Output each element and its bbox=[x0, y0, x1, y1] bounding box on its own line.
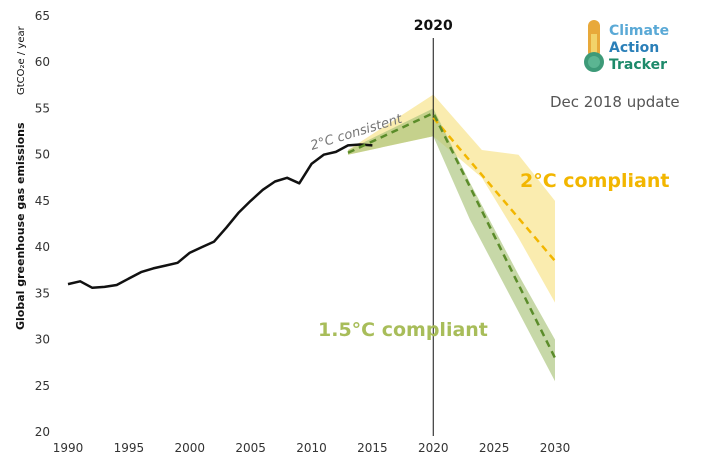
y-tick-labels: 20 25 30 35 40 45 50 55 60 65 bbox=[35, 9, 50, 439]
x-tick-label: 2020 bbox=[418, 441, 449, 455]
y-axis-label: Global greenhouse gas emissions bbox=[14, 122, 27, 330]
x-tick-label: 2005 bbox=[235, 441, 266, 455]
x-tick-label: 2015 bbox=[357, 441, 388, 455]
x-tick-label: 1995 bbox=[114, 441, 145, 455]
svg-text:Tracker: Tracker bbox=[609, 57, 667, 73]
two-c-range-band bbox=[348, 94, 555, 303]
x-tick-label: 1990 bbox=[53, 441, 84, 455]
one-five-c-compliant-label: 1.5°C compliant bbox=[318, 319, 488, 341]
year-marker-label: 2020 bbox=[414, 18, 453, 34]
y-tick-label: 25 bbox=[35, 379, 50, 393]
update-label: Dec 2018 update bbox=[550, 93, 680, 111]
x-tick-label: 2010 bbox=[296, 441, 327, 455]
y-tick-label: 45 bbox=[35, 194, 50, 208]
x-tick-labels: 1990 1995 2000 2005 2010 2015 2020 2025 2030 bbox=[53, 441, 571, 455]
svg-text:Climate: Climate bbox=[609, 23, 669, 39]
x-tick-label: 2025 bbox=[479, 441, 510, 455]
y-tick-label: 65 bbox=[35, 9, 50, 23]
x-tick-label: 2000 bbox=[174, 441, 205, 455]
y-tick-label: 40 bbox=[35, 240, 50, 254]
x-tick-label: 2030 bbox=[540, 441, 571, 455]
historical-emissions-line bbox=[67, 143, 373, 290]
y-tick-label: 35 bbox=[35, 286, 50, 300]
climate-action-tracker-logo: Climate Action Tracker bbox=[584, 20, 669, 73]
y-tick-label: 50 bbox=[35, 148, 50, 162]
y-tick-label: 30 bbox=[35, 333, 50, 347]
two-c-compliant-label: 2°C compliant bbox=[520, 170, 669, 192]
y-axis-unit: GtCO₂e / year bbox=[16, 25, 27, 95]
y-tick-label: 20 bbox=[35, 425, 50, 439]
svg-text:Action: Action bbox=[609, 40, 659, 56]
y-tick-label: 55 bbox=[35, 101, 50, 115]
one-five-c-pathway-line bbox=[347, 111, 557, 359]
one-five-c-range-band bbox=[348, 108, 555, 382]
two-c-pathway-line bbox=[432, 116, 556, 262]
y-tick-label: 60 bbox=[35, 55, 50, 69]
